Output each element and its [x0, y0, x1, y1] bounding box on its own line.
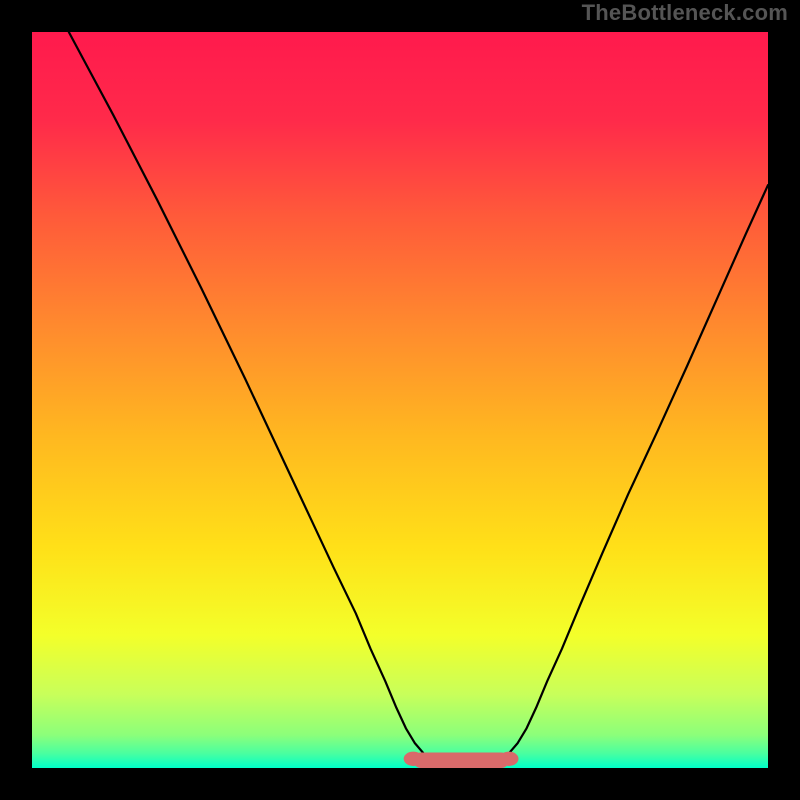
gradient-background [32, 32, 768, 768]
bottleneck-chart: TheBottleneck.com [0, 0, 800, 800]
chart-svg [0, 0, 800, 800]
marker-endcap-right [499, 752, 518, 766]
optimal-range-marker [404, 752, 519, 768]
marker-endcap-left [404, 752, 423, 766]
